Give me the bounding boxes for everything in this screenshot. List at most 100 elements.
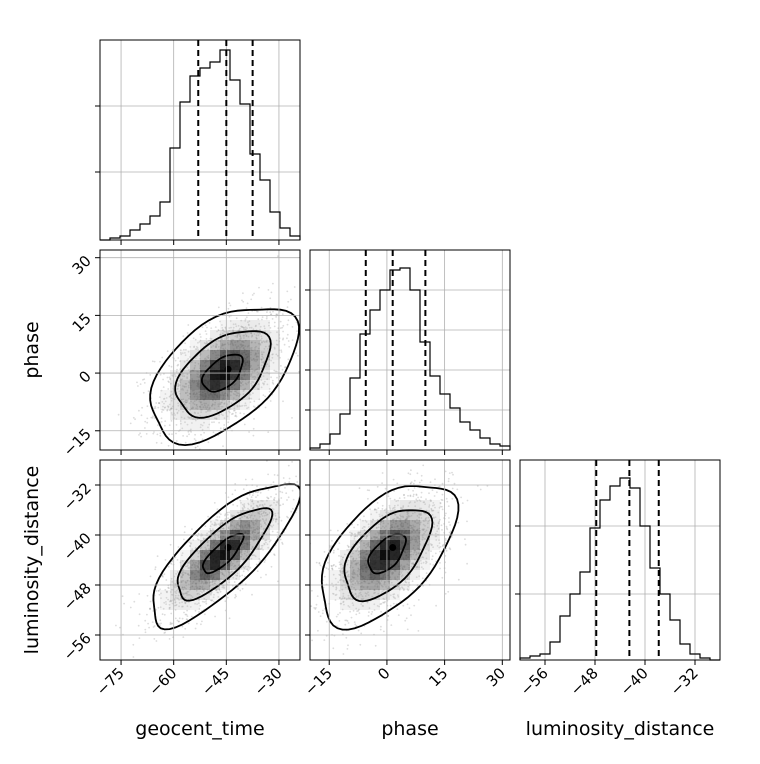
scatter-point [271, 566, 273, 568]
scatter-point [287, 359, 289, 361]
scatter-point [252, 294, 254, 296]
scatter-point [407, 629, 409, 631]
scatter-point [215, 326, 217, 328]
scatter-point [270, 376, 272, 378]
joint-plot-area [275, 450, 488, 664]
scatter-point [158, 402, 160, 404]
scatter-point [184, 531, 186, 533]
scatter-point [301, 489, 303, 491]
scatter-point [154, 361, 156, 363]
scatter-point [209, 322, 211, 324]
scatter-point [144, 629, 146, 631]
scatter-point [205, 330, 207, 332]
scatter-point [177, 559, 179, 561]
scatter-point [272, 531, 274, 533]
scatter-point [388, 495, 390, 497]
scatter-point [421, 492, 423, 494]
scatter-point [170, 508, 172, 510]
scatter-point [380, 611, 382, 613]
scatter-point [234, 483, 236, 485]
scatter-point [199, 333, 201, 335]
scatter-point [381, 603, 383, 605]
scatter-point [138, 434, 140, 436]
scatter-point [292, 326, 294, 328]
scatter-point [410, 469, 412, 471]
scatter-point [159, 435, 161, 437]
density-cell [260, 540, 270, 550]
scatter-point [313, 662, 315, 664]
x-tick-label: −75 [93, 664, 128, 699]
scatter-point [148, 627, 150, 629]
density-cell [230, 340, 240, 350]
scatter-point [323, 472, 325, 474]
scatter-point [402, 605, 404, 607]
scatter-point [439, 486, 441, 488]
scatter-point [448, 517, 450, 519]
scatter-point [367, 498, 369, 500]
density-cell [260, 380, 270, 390]
scatter-point [133, 601, 135, 603]
scatter-point [318, 457, 320, 459]
scatter-point [282, 369, 284, 371]
scatter-point [149, 374, 151, 376]
scatter-point [144, 382, 146, 384]
scatter-point [233, 410, 235, 412]
scatter-point [213, 601, 215, 603]
scatter-point [354, 623, 356, 625]
scatter-point [347, 648, 349, 650]
scatter-point [200, 623, 202, 625]
scatter-point [447, 591, 449, 593]
scatter-point [182, 636, 184, 638]
scatter-point [339, 620, 341, 622]
scatter-point [318, 611, 320, 613]
density-cell [230, 330, 240, 340]
density-cell [270, 350, 280, 360]
scatter-point [435, 553, 437, 555]
scatter-point [179, 617, 181, 619]
scatter-point [304, 505, 306, 507]
scatter-point [184, 628, 186, 630]
scatter-point [290, 511, 292, 513]
scatter-point [390, 624, 392, 626]
scatter-point [163, 386, 165, 388]
scatter-point [480, 489, 482, 491]
density-cell [240, 350, 250, 360]
scatter-point [167, 377, 169, 379]
scatter-point [302, 341, 304, 343]
scatter-point [178, 546, 180, 548]
scatter-point [139, 637, 141, 639]
scatter-point [446, 550, 448, 552]
scatter-point [176, 440, 178, 442]
scatter-point [223, 424, 225, 426]
scatter-point [163, 456, 165, 458]
scatter-point [419, 482, 421, 484]
scatter-point [281, 327, 283, 329]
scatter-point [177, 365, 179, 367]
scatter-point [338, 542, 340, 544]
scatter-point [143, 378, 145, 380]
scatter-point [134, 418, 136, 420]
scatter-point [161, 442, 163, 444]
scatter-point [442, 483, 444, 485]
scatter-point [306, 618, 308, 620]
scatter-point [257, 492, 259, 494]
histogram-panel-phase [305, 250, 510, 455]
scatter-point [165, 559, 167, 561]
scatter-point [378, 507, 380, 509]
scatter-point [286, 337, 288, 339]
scatter-point [266, 311, 268, 313]
scatter-point [430, 481, 432, 483]
scatter-point [204, 613, 206, 615]
peak-marker [225, 366, 232, 373]
scatter-point [235, 412, 237, 414]
scatter-point [234, 489, 236, 491]
scatter-point [348, 546, 350, 548]
scatter-point [170, 544, 172, 546]
scatter-point [248, 431, 250, 433]
scatter-point [154, 568, 156, 570]
scatter-point [138, 625, 140, 627]
scatter-point [295, 476, 297, 478]
density-cell [190, 400, 200, 410]
scatter-point [156, 442, 158, 444]
scatter-point [368, 611, 370, 613]
